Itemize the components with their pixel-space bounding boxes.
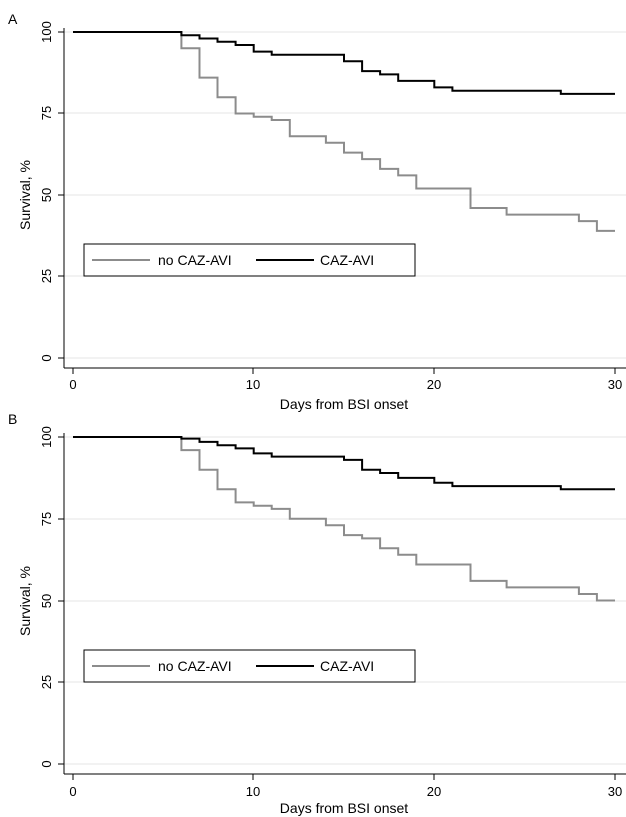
legend-label-caz-avi: CAZ-AVI [320, 252, 374, 268]
panel-b-x-axis: 0 10 20 30 Days from BSI onset [64, 773, 626, 816]
legend-label-caz-avi: CAZ-AVI [320, 658, 374, 674]
y-tick-label: 25 [39, 675, 54, 689]
y-tick-label: 75 [39, 512, 54, 526]
survival-curve-caz-avi [73, 31, 615, 95]
panel-a-gridlines [64, 31, 626, 359]
panel-a: A 100 75 50 25 0 Survival, % [8, 11, 626, 412]
panel-b-legend: no CAZ-AVI CAZ-AVI [83, 649, 416, 683]
y-tick-label: 100 [39, 21, 54, 43]
y-tick-label: 100 [39, 426, 54, 448]
x-tick-label: 20 [427, 784, 441, 799]
x-tick-label: 10 [246, 784, 260, 799]
legend-label-no-caz-avi: no CAZ-AVI [158, 252, 232, 268]
panel-a-y-axis: 100 75 50 25 0 Survival, % [17, 21, 65, 368]
x-axis-title: Days from BSI onset [280, 800, 408, 816]
y-axis-title: Survival, % [17, 566, 33, 636]
y-axis-title: Survival, % [17, 160, 33, 230]
x-tick-label: 0 [69, 784, 76, 799]
x-tick-label: 30 [608, 377, 622, 392]
panel-b-label: B [8, 411, 17, 427]
y-tick-label: 50 [39, 594, 54, 608]
x-tick-label: 0 [69, 377, 76, 392]
panel-b-y-axis: 100 75 50 25 0 Survival, % [17, 426, 65, 774]
x-tick-label: 30 [608, 784, 622, 799]
x-tick-label: 20 [427, 377, 441, 392]
survival-curve-caz-avi [73, 436, 615, 491]
panel-a-x-axis: 0 10 20 30 Days from BSI onset [64, 367, 626, 412]
y-tick-label: 75 [39, 106, 54, 120]
x-axis-title: Days from BSI onset [280, 396, 408, 412]
y-tick-label: 0 [39, 354, 54, 361]
y-tick-label: 50 [39, 188, 54, 202]
survival-curve-no-caz-avi [73, 31, 615, 232]
y-tick-label: 0 [39, 760, 54, 767]
panel-a-label: A [8, 11, 18, 27]
panel-b: B 100 75 50 25 0 Survival, % [8, 411, 626, 816]
y-tick-label: 25 [39, 269, 54, 283]
legend-label-no-caz-avi: no CAZ-AVI [158, 658, 232, 674]
panel-a-legend: no CAZ-AVI CAZ-AVI [83, 243, 416, 277]
survival-curve-no-caz-avi [73, 436, 615, 602]
x-tick-label: 10 [246, 377, 260, 392]
